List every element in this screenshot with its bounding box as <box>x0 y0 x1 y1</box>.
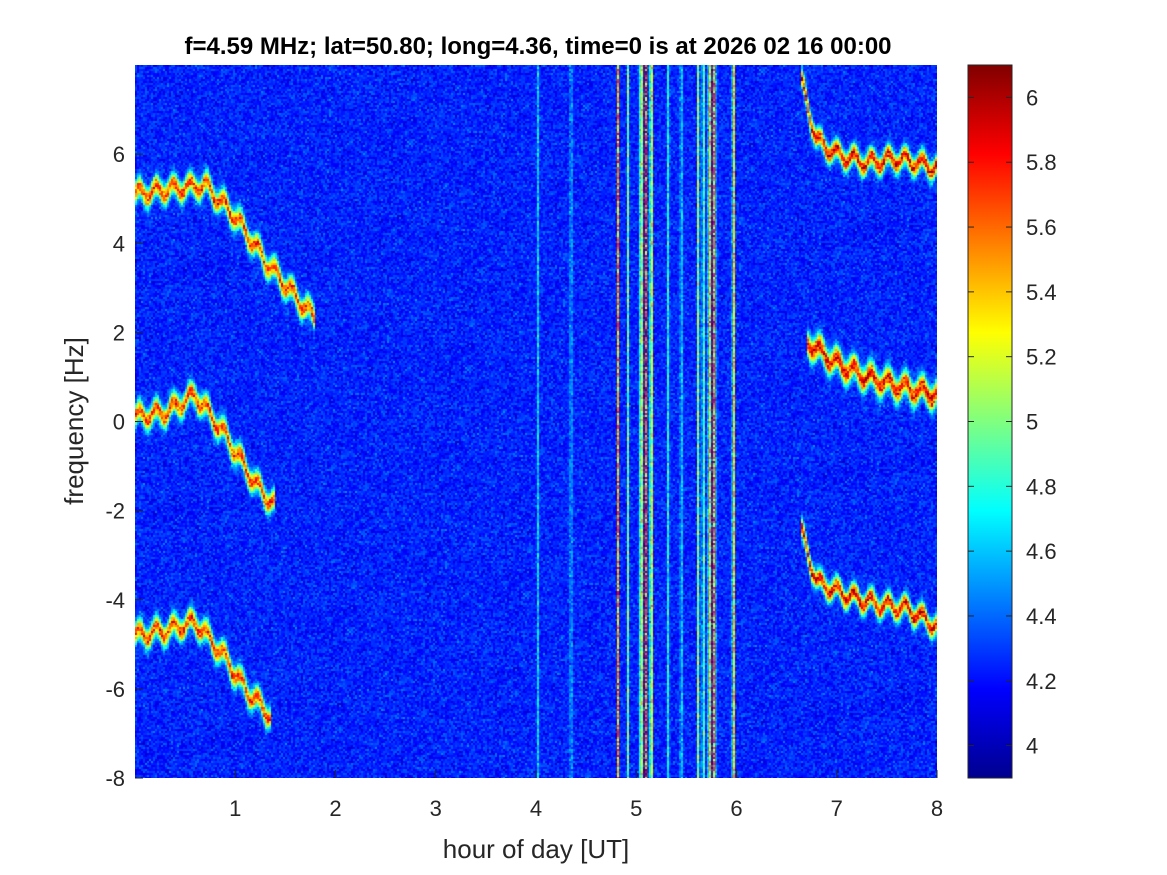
colorbar-ticks: 4 4.2 4.4 4.6 4.8 5 5.2 5.4 5.6 5.8 6 <box>968 85 1057 759</box>
y-tick-label: 0 <box>113 410 125 435</box>
x-tick-label: 4 <box>530 796 542 821</box>
colorbar-tick-label: 4.2 <box>1026 669 1057 694</box>
y-tick-label: -4 <box>105 588 125 613</box>
x-tick-labels: 1 2 3 4 5 6 7 8 <box>229 796 943 821</box>
colorbar: 4 4.2 4.4 4.6 4.8 5 5.2 5.4 5.6 5.8 6 <box>967 64 1057 779</box>
x-tick-label: 3 <box>430 796 442 821</box>
y-tick-label: 2 <box>113 320 125 345</box>
x-tick-label: 2 <box>329 796 341 821</box>
colorbar-tick-label: 4.6 <box>1026 539 1057 564</box>
colorbar-tick-label: 6 <box>1026 85 1038 110</box>
y-tick-labels: -8 -6 -4 -2 0 2 4 6 <box>105 142 125 791</box>
x-tick-label: 5 <box>630 796 642 821</box>
colorbar-tick-label: 5 <box>1026 410 1038 435</box>
y-axis-label: frequency [Hz] <box>59 337 89 505</box>
chart-title: f=4.59 MHz; lat=50.80; long=4.36, time=0… <box>184 33 891 60</box>
y-tick-label: -2 <box>105 499 125 524</box>
x-tick-label: 7 <box>831 796 843 821</box>
plot-area <box>135 65 938 779</box>
x-tick-label: 6 <box>730 796 742 821</box>
y-tick-label: 6 <box>113 142 125 167</box>
y-tick-marks <box>135 153 143 779</box>
colorbar-tick-label: 5.4 <box>1026 280 1057 305</box>
y-tick-label: -6 <box>105 677 125 702</box>
colorbar-tick-label: 5.2 <box>1026 345 1057 370</box>
x-axis-label: hour of day [UT] <box>443 834 629 864</box>
y-tick-label: 4 <box>113 231 125 256</box>
heatmap-image <box>135 65 937 778</box>
y-tick-label: -8 <box>105 766 125 791</box>
x-tick-marks <box>234 770 938 778</box>
colorbar-tick-label: 5.6 <box>1026 215 1057 240</box>
x-tick-label: 8 <box>931 796 943 821</box>
colorbar-tick-label: 5.8 <box>1026 150 1057 175</box>
x-tick-label: 1 <box>229 796 241 821</box>
colorbar-tick-label: 4.8 <box>1026 474 1057 499</box>
colorbar-tick-label: 4.4 <box>1026 604 1057 629</box>
colorbar-gradient <box>967 64 1013 779</box>
colorbar-tick-label: 4 <box>1026 734 1038 759</box>
